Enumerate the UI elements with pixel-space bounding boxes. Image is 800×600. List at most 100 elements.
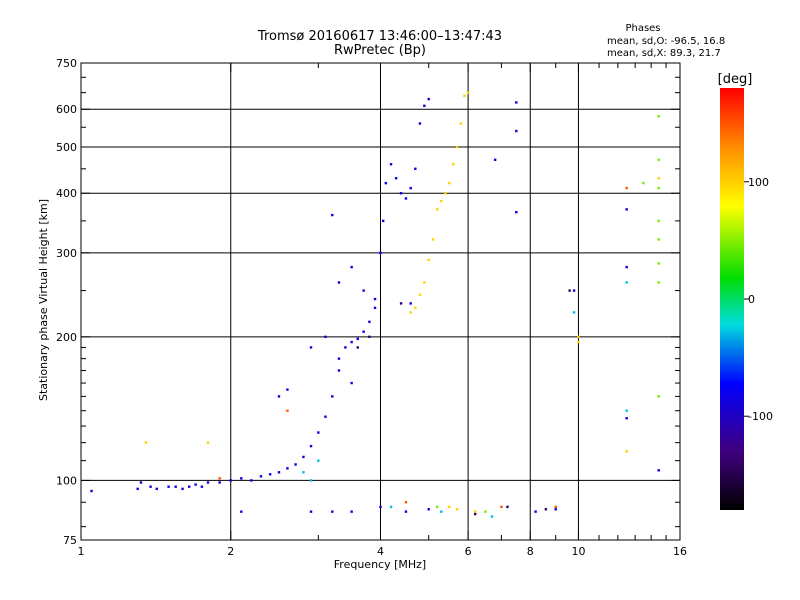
y-tick-label: 100: [56, 474, 77, 487]
data-point: [409, 311, 412, 314]
y-tick-label: 400: [56, 187, 77, 200]
data-point: [206, 481, 210, 484]
colorbar-ticks: 100 0 -100: [744, 176, 773, 423]
data-point: [356, 337, 359, 341]
x-tick-label: 16: [673, 545, 687, 558]
data-point: [625, 208, 628, 211]
data-point: [181, 487, 184, 491]
data-point: [139, 481, 143, 484]
y-tick-label: 750: [56, 57, 77, 70]
colorbar-tick-label: 0: [748, 293, 755, 306]
data-point: [240, 510, 243, 513]
data-point: [455, 145, 459, 149]
data-point: [451, 163, 455, 166]
data-point: [350, 265, 353, 269]
data-point: [572, 311, 576, 314]
phase-legend-x: mean, sd,X: 89.3, 21.7: [607, 48, 721, 59]
phase-legend-o: mean, sd,O: -96.5, 16.8: [607, 36, 725, 47]
data-point: [136, 487, 139, 491]
data-point: [379, 505, 382, 509]
data-point: [534, 510, 537, 513]
data-point: [350, 510, 353, 513]
data-point: [379, 251, 382, 255]
data-point: [240, 477, 243, 480]
colorbar-gradient: [720, 88, 744, 510]
y-tick-label: 500: [56, 141, 77, 154]
x-tick-label: 2: [227, 545, 234, 558]
data-point: [459, 122, 462, 125]
data-point: [331, 395, 334, 398]
data-point: [144, 441, 148, 444]
data-point: [337, 281, 341, 284]
data-point: [493, 158, 497, 162]
data-point: [625, 409, 628, 412]
colorbar-tick-label: -100: [748, 410, 773, 423]
data-point: [657, 186, 660, 190]
data-point: [381, 219, 385, 223]
data-point: [444, 192, 447, 195]
data-point: [286, 467, 289, 470]
data-point: [356, 346, 359, 349]
data-point: [484, 510, 487, 513]
data-point: [625, 450, 628, 453]
colorbar-label: [deg]: [718, 72, 753, 87]
phase-legend-heading: Phases: [625, 23, 660, 34]
data-point: [294, 463, 297, 466]
data-point: [431, 238, 435, 241]
data-point: [572, 289, 576, 292]
data-point: [317, 459, 320, 462]
chart-title: Tromsø 20160617 13:46:00–13:47:43: [257, 29, 502, 44]
data-point: [423, 104, 426, 108]
data-point: [625, 265, 628, 269]
data-point: [455, 508, 459, 511]
data-point: [500, 505, 503, 509]
data-point: [286, 409, 289, 412]
y-tick-label: 300: [56, 247, 77, 260]
data-point: [155, 487, 158, 491]
data-point: [657, 219, 660, 223]
data-point: [418, 122, 422, 125]
data-point: [331, 510, 334, 513]
data-point: [642, 181, 645, 185]
data-point: [473, 512, 477, 516]
data-point: [344, 346, 347, 349]
data-point: [250, 479, 253, 482]
data-point: [337, 369, 341, 372]
data-point: [463, 94, 466, 98]
data-point: [466, 91, 470, 94]
data-point: [448, 505, 451, 509]
data-point: [268, 473, 272, 476]
data-point: [625, 417, 628, 420]
y-axis-ticks: 75 100 200 300 400 500 600 750: [56, 57, 680, 547]
phase-legend: Phases mean, sd,O: -96.5, 16.8 mean, sd,…: [607, 23, 725, 59]
data-point: [384, 181, 388, 185]
data-point: [309, 479, 313, 482]
data-point: [368, 335, 371, 339]
y-axis-label: Stationary phase Virtual Height [km]: [37, 199, 50, 401]
data-point: [625, 186, 628, 190]
data-point: [427, 97, 430, 101]
data-point: [657, 281, 660, 284]
data-point: [286, 388, 289, 391]
x-tick-label: 8: [527, 545, 534, 558]
data-point: [414, 306, 417, 310]
data-point: [625, 281, 628, 284]
data-point: [657, 238, 660, 241]
data-point: [657, 262, 660, 265]
data-point: [90, 489, 93, 493]
data-point: [324, 335, 327, 339]
data-point: [577, 340, 580, 344]
data-point: [309, 510, 313, 513]
data-point: [399, 302, 403, 305]
data-point: [399, 192, 403, 195]
data-point: [404, 501, 408, 504]
data-point: [473, 510, 477, 513]
x-tick-label: 4: [377, 545, 384, 558]
data-point: [515, 210, 518, 214]
data-point: [435, 208, 439, 211]
data-point: [187, 485, 191, 488]
data-point: [194, 483, 197, 486]
y-tick-label: 200: [56, 331, 77, 344]
data-point: [409, 302, 412, 305]
data-point: [149, 485, 152, 488]
